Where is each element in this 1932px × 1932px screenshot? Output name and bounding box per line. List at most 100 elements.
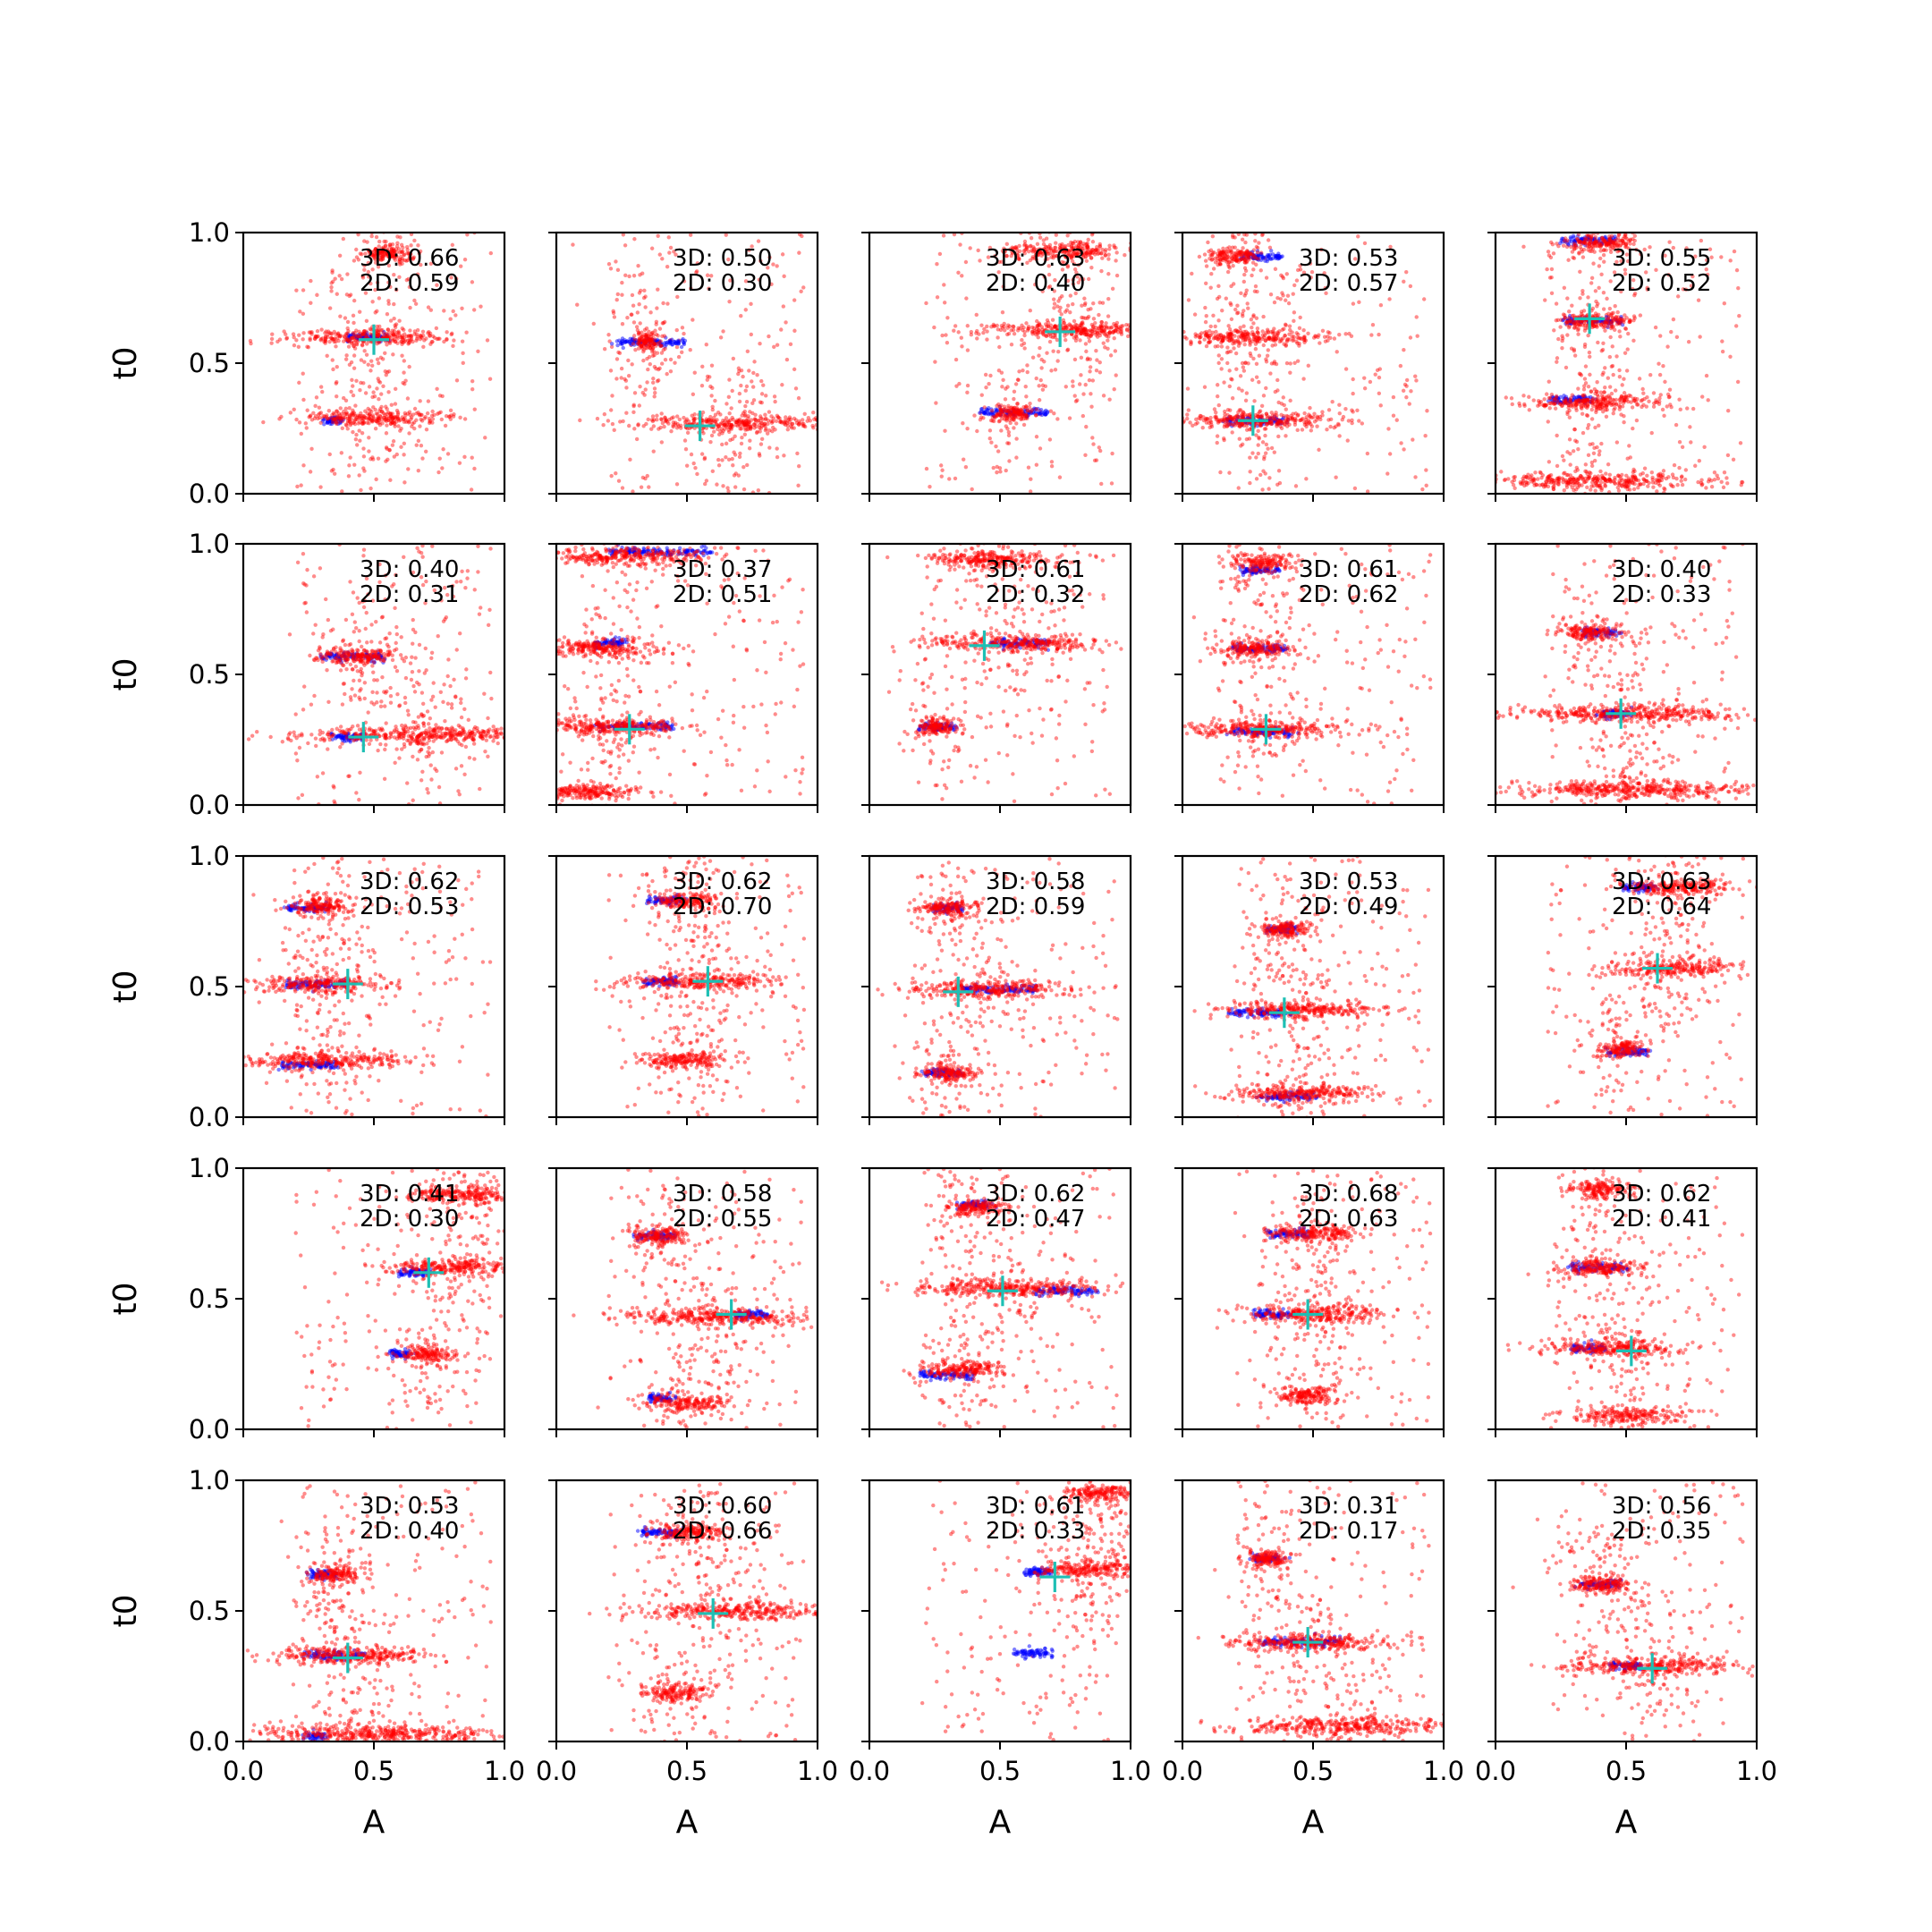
red-point	[758, 426, 763, 430]
red-point	[1243, 337, 1249, 342]
red-point	[389, 205, 393, 208]
red-point	[648, 337, 654, 342]
red-point	[334, 381, 338, 386]
red-point	[1028, 489, 1033, 494]
red-point	[1250, 273, 1254, 278]
red-point	[996, 411, 1002, 416]
red-point	[363, 291, 369, 295]
red-point	[1004, 409, 1009, 413]
red-point	[688, 348, 692, 352]
red-point	[1684, 246, 1689, 250]
red-point	[1365, 489, 1370, 494]
red-point	[299, 483, 303, 487]
blue-point	[1045, 410, 1050, 414]
red-point	[320, 336, 325, 341]
red-point	[334, 344, 338, 349]
red-point	[1019, 409, 1023, 413]
red-point	[1015, 402, 1020, 406]
red-point	[652, 336, 657, 342]
red-point	[1225, 335, 1230, 340]
red-point	[1249, 251, 1253, 257]
red-point	[1609, 311, 1614, 316]
red-point	[449, 332, 453, 337]
red-point	[1589, 209, 1592, 213]
red-point	[397, 257, 402, 262]
red-point	[991, 324, 996, 328]
red-point	[1240, 411, 1244, 417]
red-point	[638, 321, 642, 326]
red-point	[1096, 251, 1100, 257]
red-point	[755, 429, 759, 435]
red-point	[1251, 332, 1256, 336]
red-point	[386, 416, 391, 421]
red-point	[1114, 320, 1120, 326]
red-point	[357, 329, 361, 335]
red-point	[1004, 242, 1010, 247]
red-point	[369, 414, 373, 419]
red-point	[1607, 214, 1611, 217]
red-point	[1036, 253, 1040, 258]
red-point	[1202, 330, 1208, 335]
red-point	[1255, 330, 1259, 335]
red-point	[1034, 412, 1038, 418]
red-point	[1274, 336, 1279, 342]
red-point	[1345, 438, 1350, 443]
red-point	[470, 387, 475, 392]
red-point	[1011, 246, 1015, 250]
red-point	[1593, 488, 1597, 493]
red-point	[1627, 444, 1631, 448]
red-point	[368, 326, 372, 332]
red-point	[651, 424, 657, 428]
red-point	[575, 302, 580, 307]
red-point	[1217, 252, 1223, 257]
red-point	[940, 468, 945, 472]
red-point	[1225, 254, 1230, 259]
red-point	[1267, 335, 1271, 340]
red-point	[708, 274, 714, 278]
red-point	[353, 414, 358, 419]
red-point	[361, 225, 365, 228]
red-point	[1065, 303, 1071, 308]
red-point	[1157, 320, 1160, 324]
red-point	[782, 421, 786, 426]
red-point	[1046, 213, 1050, 216]
red-point	[323, 336, 327, 342]
red-point	[370, 394, 375, 400]
blue-point	[620, 341, 624, 346]
red-point	[394, 335, 400, 339]
red-point	[1079, 330, 1083, 335]
red-point	[1275, 295, 1280, 301]
red-point	[802, 411, 807, 416]
red-point	[1065, 265, 1070, 269]
red-point	[1007, 324, 1013, 329]
red-point	[375, 327, 379, 332]
red-point	[435, 411, 440, 416]
red-point	[1551, 251, 1556, 256]
red-point	[335, 292, 339, 296]
red-point	[737, 517, 741, 521]
red-point	[1227, 332, 1233, 336]
red-point	[691, 417, 697, 422]
red-point	[1293, 418, 1299, 422]
red-point	[1244, 259, 1249, 264]
red-point	[354, 247, 359, 252]
red-point	[375, 331, 379, 335]
red-point	[1343, 332, 1348, 336]
red-point	[1234, 258, 1239, 263]
red-point	[743, 422, 748, 427]
red-point	[1245, 251, 1250, 256]
red-point	[961, 421, 965, 426]
red-point	[759, 420, 764, 425]
red-point	[329, 289, 334, 293]
red-point	[1013, 410, 1017, 415]
red-point	[439, 417, 445, 422]
red-point	[1270, 413, 1275, 418]
red-point	[1582, 175, 1586, 179]
red-point	[1081, 328, 1087, 333]
red-point	[1037, 327, 1041, 333]
red-point	[1065, 249, 1070, 253]
red-point	[389, 334, 394, 338]
red-point	[1233, 327, 1239, 333]
red-point	[395, 330, 400, 335]
red-point	[1107, 330, 1112, 335]
